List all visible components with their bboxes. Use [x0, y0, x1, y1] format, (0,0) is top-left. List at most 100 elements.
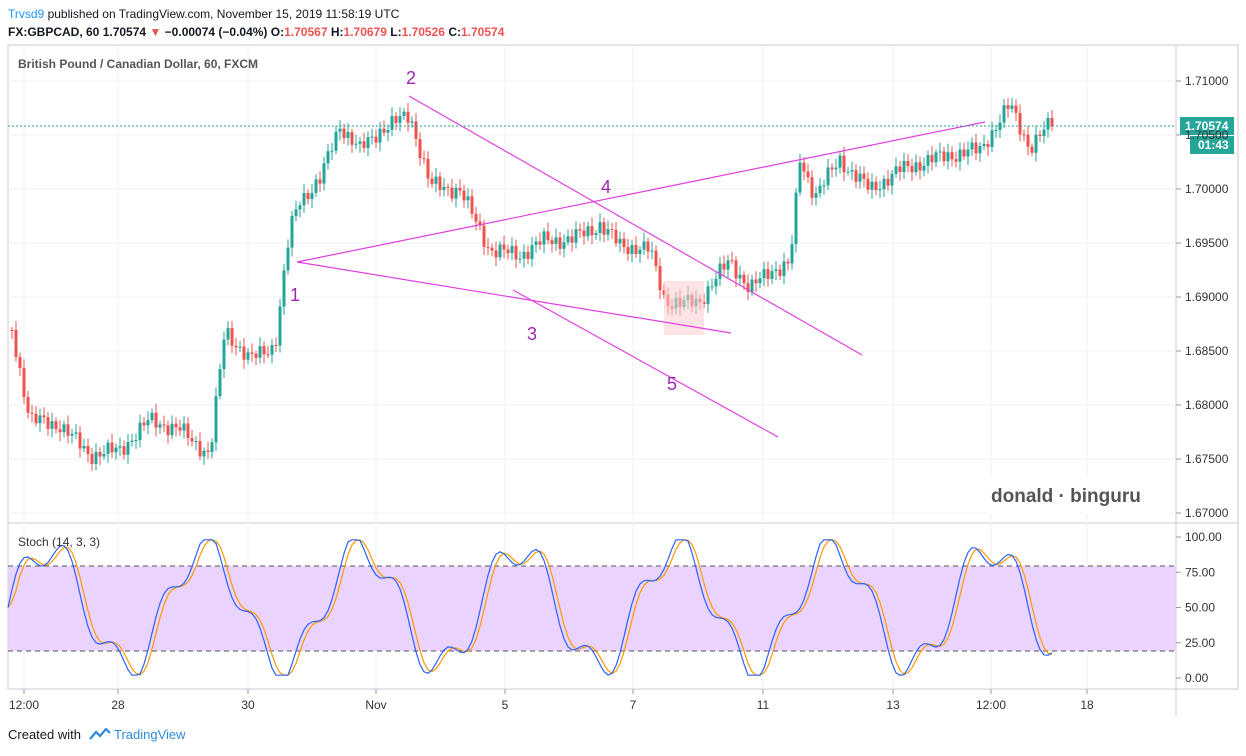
candle-body — [478, 221, 482, 226]
candle-body — [738, 274, 742, 279]
candle-body — [966, 149, 970, 157]
candle-body — [982, 143, 986, 146]
candle-body — [1014, 105, 1018, 113]
candle-body — [74, 432, 78, 434]
price-axis-labels: 1.71000 1.70500 1.70000 1.69500 1.69000 1.685… — [1176, 74, 1229, 520]
candle-body — [434, 176, 438, 184]
candle-body — [846, 171, 850, 173]
candle-body — [282, 270, 286, 307]
candle-body — [218, 369, 222, 397]
candle-body — [490, 247, 494, 251]
candle-body — [322, 163, 326, 184]
candle-body — [390, 116, 394, 130]
candle-body — [410, 121, 414, 123]
candle-body — [610, 229, 614, 231]
candle-body — [1006, 105, 1010, 109]
wave-label-5: 5 — [667, 374, 677, 394]
candle-body — [854, 170, 858, 182]
publish-date: published on TradingView.com, November 1… — [47, 7, 400, 21]
candle-body — [602, 222, 606, 235]
time-tick-label: 12:00 — [9, 698, 39, 712]
candle-body — [762, 269, 766, 279]
candle-body — [90, 454, 94, 465]
watermark-bg — [984, 476, 1170, 514]
candle-body — [30, 412, 34, 414]
candle-body — [298, 205, 302, 210]
candle-body — [1042, 129, 1046, 137]
candle-body — [178, 427, 182, 431]
candle-body — [442, 186, 446, 190]
candle-body — [398, 115, 402, 123]
wave-label-3: 3 — [527, 324, 537, 344]
candle-body — [950, 152, 954, 160]
candle-body — [918, 162, 922, 171]
candle-body — [914, 162, 918, 173]
candle-body — [890, 173, 894, 186]
candle-body — [466, 196, 470, 201]
candle-body — [650, 250, 654, 252]
candle-body — [618, 238, 622, 244]
candle-body — [858, 173, 862, 182]
candle-body — [210, 442, 214, 453]
candle-body — [26, 396, 30, 413]
stoch-axis-labels: 100.00 75.00 50.00 25.00 0.00 — [1176, 530, 1222, 685]
stoch-title: Stoch (14, 3, 3) — [18, 535, 100, 549]
candle-body — [62, 424, 66, 433]
candle-body — [538, 241, 542, 245]
candle-body — [746, 283, 750, 292]
candle-body — [78, 432, 82, 449]
candle-body — [250, 352, 254, 354]
candle-body — [498, 244, 502, 258]
candle-body — [502, 244, 506, 250]
tradingview-logo-icon — [88, 727, 111, 740]
stoch-tick-label: 0.00 — [1185, 671, 1209, 685]
candle-body — [454, 187, 458, 199]
candle-body — [330, 150, 334, 152]
candle-body — [382, 128, 386, 133]
created-with-text: Created with — [8, 727, 81, 742]
candle-body — [302, 193, 306, 206]
candle-body — [34, 413, 38, 424]
candle-body — [242, 346, 246, 360]
candle-body — [542, 231, 546, 245]
candle-body — [1026, 134, 1030, 147]
candle-body — [774, 269, 778, 272]
candle-body — [986, 143, 990, 148]
candle-body — [1034, 134, 1038, 153]
candle-body — [822, 185, 826, 187]
publisher-name[interactable]: Trvsd9 — [8, 7, 45, 21]
candle-body — [366, 137, 370, 149]
candle-body — [954, 159, 958, 162]
candle-body — [246, 352, 250, 360]
candle-body — [706, 286, 710, 304]
chart-area[interactable]: 1 2 3 4 5 1.70574 01:43 British Pound / … — [0, 0, 1246, 720]
candle-body — [326, 151, 330, 164]
stoch-d-line — [7, 539, 1053, 676]
candle-body — [238, 346, 242, 348]
candle-body — [450, 187, 454, 199]
stoch-k-line — [7, 539, 1053, 676]
wave-label-1: 1 — [290, 285, 300, 305]
candle-body — [426, 158, 430, 179]
candle-body — [134, 440, 138, 442]
candle-body — [750, 279, 754, 292]
candle-body — [94, 451, 98, 465]
candle-body — [974, 142, 978, 154]
candle-body — [850, 170, 854, 172]
candle-body — [790, 244, 794, 264]
candle-body — [114, 447, 118, 453]
candle-body — [1022, 134, 1026, 136]
tradingview-brand[interactable]: TradingView — [114, 727, 186, 742]
candle-body — [806, 171, 810, 178]
candle-body — [1050, 117, 1054, 127]
candle-body — [482, 225, 486, 247]
candles — [10, 97, 1054, 471]
candle-body — [562, 242, 566, 249]
candle-body — [522, 251, 526, 259]
candle-body — [386, 129, 390, 133]
stoch-tick-label: 100.00 — [1185, 530, 1222, 544]
candle-body — [810, 177, 814, 198]
candle-body — [290, 215, 294, 248]
candle-body — [882, 178, 886, 190]
candle-body — [10, 330, 14, 331]
